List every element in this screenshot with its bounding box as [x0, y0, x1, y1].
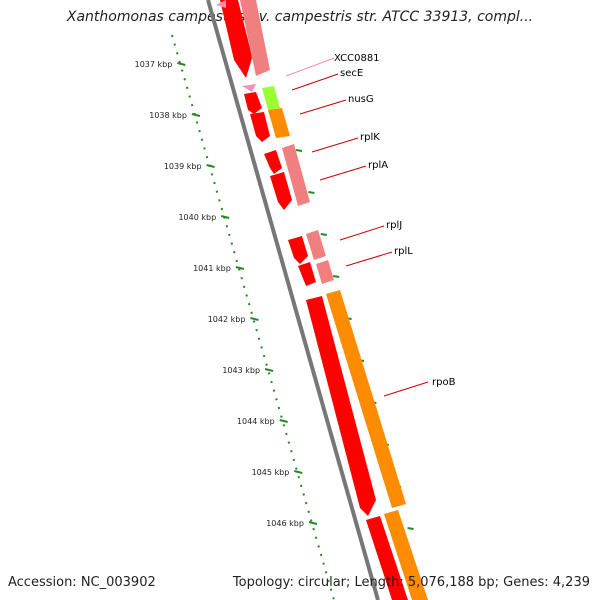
tick-label: 1038 kbp — [149, 111, 187, 120]
tick-mark — [235, 266, 245, 270]
gene-label-secE: secE — [340, 68, 363, 79]
tick-mark — [250, 317, 259, 321]
gene-labels: XCC0881 secE nusG rplK rplA rplJ rplL rp… — [285, 53, 456, 397]
feature-rplJ — [288, 236, 308, 264]
feature-rpoB-band — [326, 290, 406, 508]
feature-track-tick — [333, 275, 340, 278]
feature-secE — [244, 92, 262, 114]
feature-rpoB — [306, 296, 376, 516]
feature-rplJ-band — [306, 230, 326, 260]
feature-top-partial — [220, 0, 252, 78]
feature-secE-band — [262, 86, 280, 110]
feature-track-tick — [407, 527, 414, 530]
gene-label-rplL: rplL — [394, 246, 413, 257]
tick-label: 1039 kbp — [164, 162, 202, 171]
tick-mark — [279, 419, 288, 423]
feature-rplK — [264, 150, 282, 174]
tick-mark — [294, 470, 303, 474]
tick-label: 1046 kbp — [266, 519, 304, 528]
tick-label: 1044 kbp — [237, 417, 275, 426]
tick-mark — [206, 164, 215, 168]
tick-mark — [264, 368, 274, 372]
backbone-line — [206, 0, 380, 600]
tick-mark — [308, 521, 318, 525]
feature-track-tick — [320, 233, 327, 236]
gene-features — [216, 0, 428, 600]
gene-label-xcc0881: XCC0881 — [334, 53, 380, 64]
feature-bottom-partial — [366, 516, 408, 600]
genome-summary-text: Topology: circular; Length: 5,076,188 bp… — [232, 575, 590, 590]
tick-mark — [191, 113, 201, 117]
tick-mark — [220, 215, 230, 219]
map-title: Xanthomonas campestris pv. campestris st… — [66, 9, 534, 25]
feature-rplA-band — [282, 144, 310, 206]
gene-label-rplK: rplK — [360, 132, 380, 143]
tick-label: 1045 kbp — [252, 468, 290, 477]
tick-label: 1037 kbp — [135, 60, 173, 69]
feature-nusG — [250, 112, 270, 142]
feature-track-tick — [295, 149, 303, 152]
feature-bottom-band — [384, 510, 428, 600]
accession-text: Accession: NC_003902 — [8, 575, 156, 590]
gene-label-rplA: rplA — [368, 160, 388, 171]
feature-top-pink — [216, 0, 226, 8]
gene-label-rpoB: rpoB — [432, 377, 456, 388]
feature-nusG-band — [268, 108, 290, 138]
tick-label: 1041 kbp — [193, 264, 231, 273]
tick-label: 1042 kbp — [208, 315, 246, 324]
feature-top-light — [240, 0, 270, 76]
tick-label: 1040 kbp — [178, 213, 216, 222]
feature-xcc0881 — [242, 84, 256, 92]
feature-rplL-band — [316, 260, 334, 284]
feature-rplA — [270, 172, 292, 210]
feature-rplL — [298, 262, 316, 286]
feature-track-tick — [308, 191, 315, 194]
gene-label-rplJ: rplJ — [386, 220, 402, 231]
gene-label-nusG: nusG — [348, 94, 374, 105]
tick-label: 1043 kbp — [222, 366, 260, 375]
tick-mark — [177, 62, 186, 66]
